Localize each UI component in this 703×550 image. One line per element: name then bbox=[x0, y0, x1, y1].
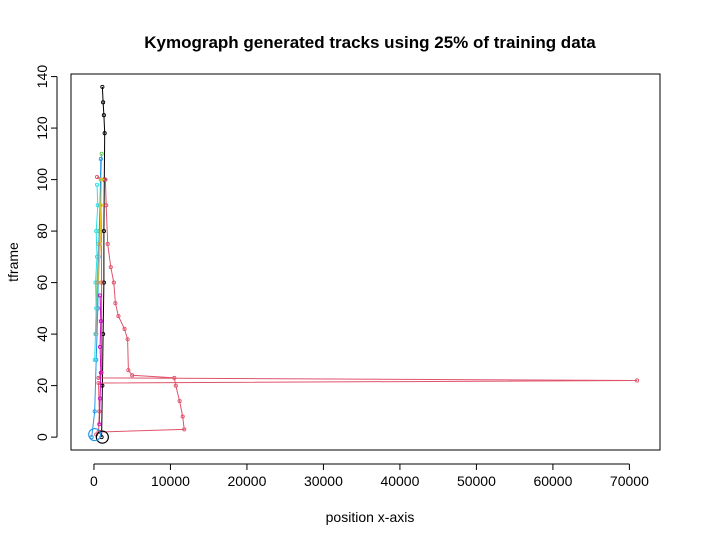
x-tick-label: 10000 bbox=[151, 473, 190, 489]
data-point bbox=[94, 306, 99, 311]
data-point bbox=[101, 113, 106, 118]
plot-frame bbox=[70, 73, 661, 451]
data-point bbox=[101, 100, 106, 105]
series-line bbox=[98, 295, 102, 425]
track-start-marker bbox=[95, 430, 109, 444]
data-point bbox=[98, 370, 103, 375]
data-point bbox=[94, 182, 100, 187]
data-point bbox=[111, 280, 116, 285]
data-point bbox=[101, 280, 106, 285]
series-7 bbox=[94, 241, 101, 337]
data-point bbox=[103, 177, 108, 182]
y-axis: 0 20 40 60 80 100 120 140 bbox=[34, 65, 58, 441]
data-point bbox=[98, 156, 103, 162]
series-line bbox=[98, 179, 103, 283]
data-point bbox=[177, 399, 182, 404]
data-point bbox=[122, 326, 127, 332]
data-point bbox=[96, 241, 101, 247]
series-line bbox=[95, 243, 99, 335]
data-point bbox=[105, 241, 110, 247]
data-point bbox=[98, 293, 103, 298]
data-point bbox=[95, 280, 100, 285]
data-point bbox=[108, 265, 113, 270]
x-tick-label: 20000 bbox=[227, 473, 266, 489]
y-tick-label: 140 bbox=[34, 65, 50, 89]
x-tick-label: 30000 bbox=[304, 473, 343, 489]
data-point bbox=[116, 314, 121, 319]
x-tick-label: 40000 bbox=[380, 473, 419, 489]
data-point bbox=[98, 344, 103, 350]
data-point bbox=[130, 373, 135, 378]
data-point bbox=[126, 368, 131, 373]
series-1 bbox=[94, 174, 640, 437]
data-point bbox=[180, 414, 185, 419]
y-tick-label: 40 bbox=[34, 326, 50, 342]
series-layer bbox=[88, 84, 640, 444]
series-line bbox=[101, 86, 106, 438]
x-axis-label: position x-axis bbox=[326, 509, 415, 525]
x-axis: 0 10000 20000 30000 40000 50000 60000 70000 bbox=[90, 463, 649, 489]
data-point bbox=[98, 241, 103, 247]
data-point bbox=[94, 229, 99, 234]
data-point bbox=[96, 375, 101, 380]
data-point bbox=[94, 174, 100, 180]
x-tick-label: 0 bbox=[90, 473, 98, 489]
data-point bbox=[113, 301, 118, 306]
x-tick-label: 70000 bbox=[610, 473, 649, 489]
data-point bbox=[102, 131, 107, 136]
y-axis-label: tframe bbox=[5, 242, 21, 282]
data-point bbox=[98, 203, 103, 208]
data-point bbox=[89, 435, 94, 440]
data-point bbox=[635, 378, 640, 383]
data-point bbox=[182, 427, 187, 432]
data-point bbox=[101, 229, 106, 234]
y-tick-label: 80 bbox=[34, 223, 50, 239]
x-tick-label: 50000 bbox=[457, 473, 496, 489]
data-point bbox=[94, 332, 99, 337]
y-tick-label: 0 bbox=[34, 433, 50, 441]
data-point bbox=[104, 203, 109, 208]
y-tick-label: 120 bbox=[34, 116, 50, 140]
data-point bbox=[99, 177, 104, 182]
series-5 bbox=[97, 293, 103, 427]
data-point bbox=[172, 375, 177, 380]
chart-title: Kymograph generated tracks using 25% of … bbox=[144, 33, 596, 52]
data-point bbox=[99, 151, 104, 156]
data-point bbox=[97, 422, 102, 427]
data-point bbox=[173, 383, 178, 388]
y-tick-label: 60 bbox=[34, 275, 50, 291]
x-tick-label: 60000 bbox=[533, 473, 572, 489]
data-point bbox=[92, 409, 97, 414]
data-point bbox=[125, 337, 130, 342]
track-start-marker bbox=[88, 427, 102, 442]
y-tick-label: 100 bbox=[34, 168, 50, 192]
data-point bbox=[98, 396, 103, 401]
y-tick-label: 20 bbox=[34, 378, 50, 394]
data-point bbox=[92, 357, 97, 362]
data-point bbox=[100, 84, 105, 89]
series-line bbox=[95, 176, 638, 435]
data-point bbox=[98, 319, 103, 324]
series-line bbox=[94, 184, 99, 360]
